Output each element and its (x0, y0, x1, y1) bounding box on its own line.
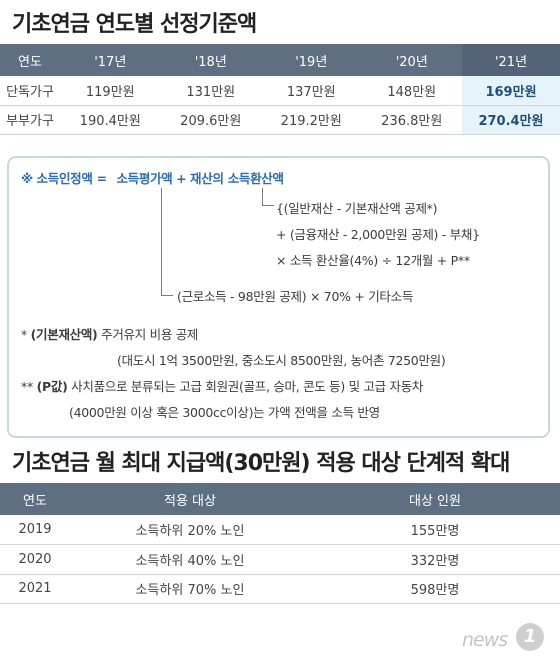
table-cell: 598만명 (310, 574, 560, 604)
note-1-sub: (대도시 1억 3500만원, 중소도시 8500만원, 농어촌 7250만원) (117, 353, 446, 368)
table-cell: 2019 (0, 515, 70, 545)
header-cell: 대상 인원 (310, 483, 560, 515)
formula-line-3: × 소득 환산율(4%) ÷ 12개월 + P** (276, 253, 470, 268)
note-2-mark: ** (21, 379, 33, 394)
table-row: 2019 소득하위 20% 노인 155만명 (0, 515, 560, 545)
header-cell: '17년 (60, 44, 161, 76)
expansion-table: 연도 적용 대상 대상 인원 2019 소득하위 20% 노인 155만명 20… (0, 483, 560, 604)
criteria-table: 연도 '17년 '18년 '19년 '20년 '21년 단독가구 119만원 1… (0, 44, 560, 135)
header-cell: '21년 (462, 44, 560, 76)
formula-mark: ※ (21, 171, 33, 186)
formula-header: ※ 소득인정액 = 소득평가액 + 재산의 소득환산액 (21, 168, 284, 187)
section-title: 기초연금 월 최대 지급액(30만원) 적용 대상 단계적 확대 (12, 451, 510, 476)
row-label: 단독가구 (0, 76, 60, 106)
table-row: 단독가구 119만원 131만원 137만원 148만원 169만원 (0, 76, 560, 106)
table-cell: 148만원 (361, 76, 462, 106)
header-cell: 연도 (0, 44, 60, 76)
note-1-mark: * (21, 327, 27, 342)
row-label: 부부가구 (0, 105, 60, 135)
formula-box: ※ 소득인정액 = 소득평가액 + 재산의 소득환산액 {(일반재산 - 기본재… (7, 156, 550, 438)
note-2: ** (P값) 사치품으로 분류되는 고급 회원권(골프, 승마, 콘도 등) … (21, 376, 423, 395)
header-cell: '20년 (361, 44, 462, 76)
table-cell: 소득하위 40% 노인 (70, 544, 310, 575)
table-cell: 219.2만원 (261, 105, 362, 135)
table-row: 2021 소득하위 70% 노인 598만명 (0, 574, 560, 604)
table-row: 부부가구 190.4만원 209.6만원 219.2만원 236.8만원 270… (0, 105, 560, 135)
table-cell: 332만명 (310, 544, 560, 575)
bracket-income (161, 188, 173, 296)
logo-word: news (462, 629, 508, 651)
note-2-sub: (4000만원 이상 혹은 3000cc이상)는 가액 전액을 소득 반영 (69, 405, 380, 420)
table-header-row: 연도 '17년 '18년 '19년 '20년 '21년 (0, 44, 560, 76)
page-title: 기초연금 연도별 선정기준액 (12, 12, 257, 37)
note-2-key: (P값) (36, 379, 68, 394)
table-cell: 소득하위 20% 노인 (70, 515, 310, 545)
note-2-text: 사치품으로 분류되는 고급 회원권(골프, 승마, 콘도 등) 및 고급 자동차 (71, 379, 424, 394)
note-1: * (기본재산액) 주거유지 비용 공제 (21, 324, 198, 343)
table-cell: 137만원 (261, 76, 362, 106)
note-1-text: 주거유지 비용 공제 (101, 327, 199, 342)
formula-plus: + (176, 171, 187, 186)
formula-term-income: 소득평가액 (116, 171, 173, 186)
formula-line-4: (근로소득 - 98만원 공제) × 70% + 기타소득 (177, 289, 414, 304)
header-cell: '19년 (261, 44, 362, 76)
note-1-key: (기본재산액) (30, 327, 98, 342)
formula-line-2: + (금융재산 - 2,000만원 공제) - 부채} (276, 227, 480, 242)
header-cell: 적용 대상 (70, 483, 310, 515)
table-row: 2020 소득하위 40% 노인 332만명 (0, 544, 560, 575)
table-cell: 236.8만원 (361, 105, 462, 135)
formula-term-property: 재산의 소득환산액 (190, 171, 284, 186)
table-cell: 169만원 (462, 76, 560, 106)
header-cell: 연도 (0, 483, 70, 515)
logo-mark: 1 (523, 626, 537, 647)
table-cell: 270.4만원 (462, 105, 560, 135)
table-cell: 2020 (0, 544, 70, 575)
table-cell: 209.6만원 (160, 105, 261, 135)
table-header-row: 연도 적용 대상 대상 인원 (0, 483, 560, 515)
header-cell: '18년 (160, 44, 261, 76)
formula-line-1: {(일반재산 - 기본재산액 공제*) (276, 201, 438, 216)
table-cell: 155만명 (310, 515, 560, 545)
table-cell: 119만원 (60, 76, 161, 106)
table-cell: 131만원 (160, 76, 261, 106)
news1-logo: news 1 (462, 623, 552, 653)
table-cell: 190.4만원 (60, 105, 161, 135)
formula-lhs: 소득인정액 = (36, 171, 108, 186)
table-cell: 소득하위 70% 노인 (70, 574, 310, 604)
table-cell: 2021 (0, 574, 70, 604)
logo-circle-icon: 1 (516, 623, 544, 651)
bracket-property (262, 188, 274, 206)
